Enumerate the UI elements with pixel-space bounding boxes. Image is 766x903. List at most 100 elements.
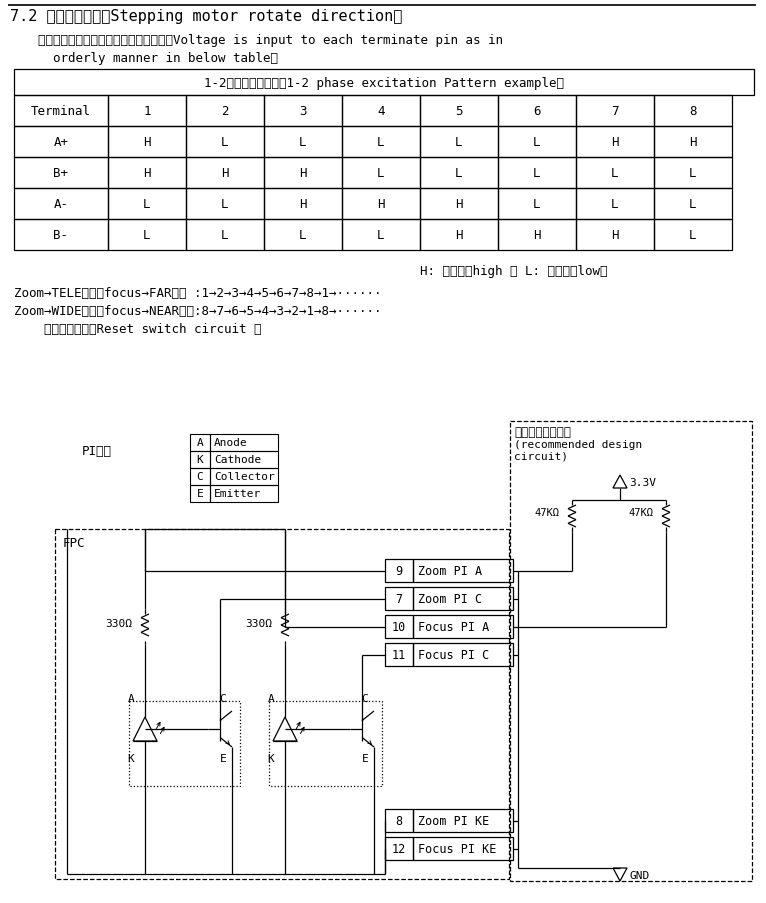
Text: 4: 4 — [377, 105, 385, 118]
Text: 12: 12 — [392, 842, 406, 855]
Bar — [576, 126, 654, 158]
Text: Focus PI A: Focus PI A — [418, 620, 489, 633]
Bar — [129, 702, 240, 787]
Text: A: A — [128, 694, 134, 703]
Text: 10: 10 — [392, 620, 406, 633]
Bar — [264, 219, 342, 251]
Text: 9: 9 — [395, 564, 403, 577]
Bar — [342, 126, 420, 158]
Text: K: K — [128, 753, 134, 763]
Text: Emitter: Emitter — [214, 489, 261, 499]
Text: 8: 8 — [689, 105, 697, 118]
Bar — [342, 219, 420, 251]
Bar — [576, 158, 654, 189]
Text: H: H — [300, 198, 306, 210]
Bar — [385, 615, 413, 638]
Text: A: A — [267, 694, 274, 703]
Bar — [420, 189, 498, 219]
Bar — [576, 189, 654, 219]
Text: L: L — [689, 198, 697, 210]
Text: 11: 11 — [392, 648, 406, 661]
Text: H: 高电位（high ） L: 低电位（low）: H: 高电位（high ） L: 低电位（low） — [420, 265, 607, 278]
Text: 电压输入到每个端子的顺序方式见下表（Voltage is input to each terminate pin as in: 电压输入到每个端子的顺序方式见下表（Voltage is input to ea… — [38, 34, 503, 47]
Bar — [14, 158, 108, 189]
Bar — [190, 486, 210, 502]
Text: B+: B+ — [54, 167, 68, 180]
Bar — [385, 559, 413, 582]
Text: orderly manner in below table）: orderly manner in below table） — [38, 52, 278, 65]
Text: H: H — [689, 135, 697, 149]
Bar — [342, 96, 420, 126]
Text: H: H — [455, 198, 463, 210]
Text: Cathode: Cathode — [214, 455, 261, 465]
Text: Zoom PI A: Zoom PI A — [418, 564, 482, 577]
Bar — [190, 452, 210, 469]
Text: PI回路: PI回路 — [82, 444, 112, 458]
Bar — [576, 219, 654, 251]
Text: 7: 7 — [395, 592, 403, 605]
Bar — [420, 126, 498, 158]
Bar — [654, 189, 732, 219]
Text: L: L — [611, 198, 619, 210]
Bar — [210, 469, 278, 486]
Text: 47KΩ: 47KΩ — [534, 507, 559, 517]
Text: Anode: Anode — [214, 438, 247, 448]
Bar — [210, 434, 278, 452]
Text: L: L — [455, 167, 463, 180]
Text: 复位开关电路（Reset switch circuit ）: 复位开关电路（Reset switch circuit ） — [14, 322, 261, 336]
Text: E: E — [220, 753, 227, 763]
Text: C: C — [197, 472, 204, 482]
Bar — [108, 126, 186, 158]
Text: L: L — [143, 198, 151, 210]
Text: L: L — [377, 228, 385, 242]
Text: A+: A+ — [54, 135, 68, 149]
Text: Zoom→WIDE方向，focus→NEAR方向:8→7→6→5→4→3→2→1→8→······: Zoom→WIDE方向，focus→NEAR方向:8→7→6→5→4→3→2→1… — [14, 304, 381, 318]
Bar — [654, 158, 732, 189]
Text: L: L — [689, 228, 697, 242]
Text: Focus PI C: Focus PI C — [418, 648, 489, 661]
Text: H: H — [221, 167, 229, 180]
Text: L: L — [221, 198, 229, 210]
Text: H: H — [143, 167, 151, 180]
Bar — [55, 529, 509, 879]
Bar — [14, 219, 108, 251]
Bar — [190, 469, 210, 486]
Bar — [420, 158, 498, 189]
Text: H: H — [377, 198, 385, 210]
Text: L: L — [377, 135, 385, 149]
Text: circuit): circuit) — [514, 452, 568, 461]
Bar — [108, 96, 186, 126]
Text: 6: 6 — [533, 105, 541, 118]
Bar — [14, 126, 108, 158]
Bar — [385, 809, 413, 832]
Bar — [413, 587, 513, 610]
Bar — [498, 189, 576, 219]
Text: K: K — [197, 455, 204, 465]
Bar — [186, 219, 264, 251]
Text: 推荐基板设计回路: 推荐基板设计回路 — [514, 425, 571, 439]
Text: L: L — [300, 135, 306, 149]
Bar — [413, 559, 513, 582]
Text: Zoom→TELE方向，focus→FAR方向 :1→2→3→4→5→6→7→8→1→······: Zoom→TELE方向，focus→FAR方向 :1→2→3→4→5→6→7→8… — [14, 286, 381, 300]
Text: L: L — [533, 135, 541, 149]
Text: L: L — [533, 167, 541, 180]
Text: 47KΩ: 47KΩ — [628, 507, 653, 517]
Text: Terminal: Terminal — [31, 105, 91, 118]
Text: L: L — [300, 228, 306, 242]
Bar — [264, 96, 342, 126]
Text: Zoom PI KE: Zoom PI KE — [418, 815, 489, 827]
Bar — [413, 837, 513, 860]
Text: FPC: FPC — [63, 537, 86, 550]
Bar — [498, 96, 576, 126]
Text: 1: 1 — [143, 105, 151, 118]
Bar — [498, 219, 576, 251]
Bar — [210, 452, 278, 469]
Bar — [108, 219, 186, 251]
Bar — [190, 434, 210, 452]
Bar — [186, 158, 264, 189]
Bar — [108, 158, 186, 189]
Text: K: K — [267, 753, 274, 763]
Text: H: H — [455, 228, 463, 242]
Bar — [385, 837, 413, 860]
Text: E: E — [362, 753, 368, 763]
